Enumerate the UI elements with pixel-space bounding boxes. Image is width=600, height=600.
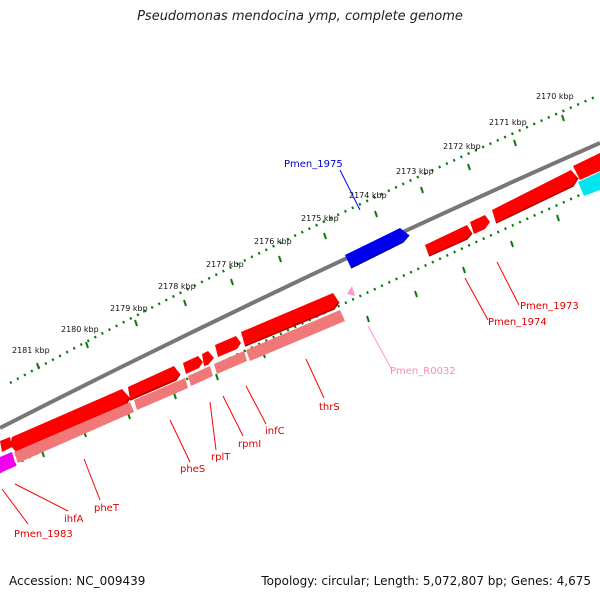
outer-major-ticks [36, 114, 565, 370]
genome-summary-text: Topology: circular; Length: 5,072,807 bp… [261, 574, 591, 588]
tick-label-2173: 2173 kbp [396, 167, 434, 176]
map-title: Pseudomonas mendocina ymp, complete geno… [137, 9, 463, 24]
gene-pmen-1975[interactable] [345, 228, 409, 268]
label-thrs: thrS [319, 402, 340, 413]
gene-thrs[interactable] [241, 293, 339, 346]
gene-small-fwd[interactable] [470, 215, 490, 234]
gene-pmen-1983-fwd[interactable] [0, 437, 12, 452]
label-phet: pheT [94, 503, 120, 514]
gene-rpmi[interactable] [202, 351, 214, 366]
label-pmen-r0032: Pmen_R0032 [390, 366, 456, 377]
tick-label-2174: 2174 kbp [349, 191, 387, 200]
tick-label-2175: 2175 kbp [301, 214, 339, 223]
tick-label-2172: 2172 kbp [443, 142, 481, 151]
gene-rev-4[interactable] [214, 351, 247, 374]
tick-label-2171: 2171 kbp [489, 118, 527, 127]
rna-pmen-r0032[interactable] [347, 286, 355, 296]
gene-rplt[interactable] [183, 356, 203, 374]
label-rpmi: rpmI [238, 439, 261, 450]
gene-pmen-1973[interactable] [492, 170, 578, 223]
reverse-genes [0, 310, 345, 473]
forward-genes [0, 153, 600, 453]
label-phes: pheS [180, 464, 205, 475]
tick-label-2178: 2178 kbp [158, 282, 196, 291]
gene-rev-5[interactable] [246, 310, 345, 361]
tick-label-2181: 2181 kbp [12, 346, 50, 355]
label-pmen-1975: Pmen_1975 [284, 159, 343, 170]
tick-label-2180: 2180 kbp [61, 325, 99, 334]
tick-label-2179: 2179 kbp [110, 304, 148, 313]
genome-backbone [0, 141, 600, 430]
tick-label-2177: 2177 kbp [206, 260, 244, 269]
accession-text: Accession: NC_009439 [9, 574, 146, 588]
gene-pmen-1974[interactable] [425, 225, 472, 256]
tick-label-2176: 2176 kbp [254, 237, 292, 246]
label-leader-lines [1, 169, 520, 525]
gene-ihfa-region[interactable] [14, 402, 134, 463]
gene-infc[interactable] [215, 336, 241, 357]
inner-major-ticks [41, 214, 560, 458]
label-pmen-1983: Pmen_1983 [14, 529, 73, 540]
gene-magenta[interactable] [0, 452, 16, 473]
label-rplt: rplT [211, 452, 231, 463]
gene-rev-3[interactable] [188, 366, 213, 386]
tick-label-2170: 2170 kbp [536, 92, 574, 101]
label-infc: infC [265, 426, 285, 437]
gene-phet[interactable] [10, 389, 130, 452]
outer-tick-ring [9, 95, 596, 385]
label-pmen-1974: Pmen_1974 [488, 317, 547, 328]
gene-edge-fwd[interactable] [573, 153, 600, 180]
gene-rev-2[interactable] [134, 378, 188, 410]
gene-cyan[interactable] [578, 172, 600, 196]
label-pmen-1973: Pmen_1973 [520, 301, 579, 312]
label-ihfa: ihfA [64, 514, 84, 525]
gene-phes[interactable] [128, 366, 180, 400]
